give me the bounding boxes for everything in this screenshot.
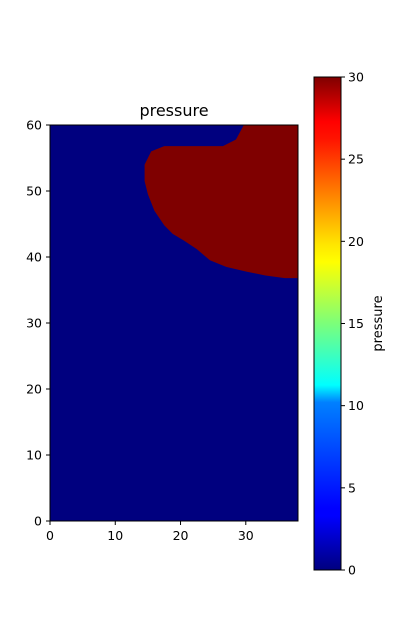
colorbar-tick-label: 15 <box>348 316 364 331</box>
y-tick-label: 20 <box>26 382 42 397</box>
x-tick-label: 30 <box>238 528 254 543</box>
colorbar-tick-label: 25 <box>348 152 364 167</box>
y-tick-label: 10 <box>26 448 42 463</box>
y-tick-label: 40 <box>26 250 42 265</box>
chart-title: pressure <box>139 101 208 120</box>
x-axis: 0 10 20 30 <box>46 521 254 543</box>
colorbar-axis: 0 5 10 15 20 25 30 <box>341 70 364 578</box>
high-pressure-region <box>144 125 298 279</box>
x-tick-label: 20 <box>173 528 189 543</box>
colorbar-label: pressure <box>371 295 386 351</box>
colorbar-tick-label: 30 <box>348 70 364 85</box>
colorbar-tick-label: 20 <box>348 234 364 249</box>
colorbar-tick-label: 5 <box>348 480 356 495</box>
y-tick-label: 30 <box>26 316 42 331</box>
y-axis: 0 10 20 30 40 50 60 <box>26 118 50 529</box>
colorbar-gradient <box>314 77 341 570</box>
x-tick-label: 10 <box>107 528 123 543</box>
colorbar-tick-label: 10 <box>348 398 364 413</box>
y-tick-label: 60 <box>26 118 42 133</box>
x-tick-label: 0 <box>46 528 54 543</box>
colorbar-tick-label: 0 <box>348 563 356 578</box>
y-tick-label: 0 <box>34 514 42 529</box>
y-tick-label: 50 <box>26 184 42 199</box>
